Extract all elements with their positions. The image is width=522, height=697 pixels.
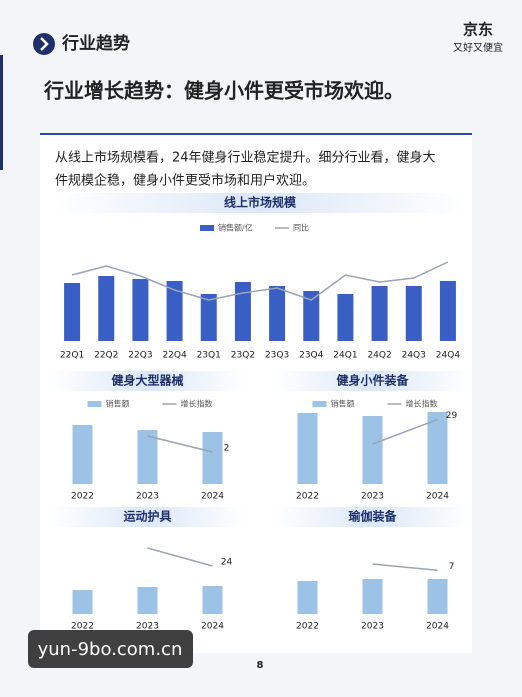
legend-label: 销售额 — [331, 399, 355, 409]
x-tick-label: 2023 — [136, 492, 159, 502]
x-tick-label: 2023 — [136, 622, 159, 632]
legend-swatch — [87, 401, 102, 407]
chart-header — [275, 507, 470, 527]
bar — [269, 286, 286, 341]
side-bar — [0, 55, 3, 170]
x-tick-label: 2022 — [71, 622, 94, 632]
bar — [405, 286, 422, 341]
chart-title: 健身小件装备 — [336, 373, 409, 388]
bar — [166, 281, 183, 341]
chart-header — [50, 371, 245, 391]
x-tick-label: 2023 — [361, 492, 384, 502]
line — [147, 435, 213, 453]
line — [71, 261, 449, 301]
section-label: 行业趋势 — [61, 33, 130, 54]
legend-label: 增长指数 — [406, 399, 438, 409]
bar — [234, 282, 251, 341]
x-tick-label: 24Q3 — [402, 351, 426, 361]
bar — [200, 294, 217, 341]
legend-swatch — [200, 225, 214, 231]
page-number: 8 — [257, 660, 264, 671]
logo: 京东 — [463, 21, 493, 39]
legend-swatch — [312, 401, 327, 407]
legend-label: 销售额 — [106, 399, 130, 409]
section-icon — [33, 33, 55, 55]
line — [372, 563, 438, 571]
x-tick-label: 23Q3 — [265, 351, 289, 361]
bar — [427, 579, 448, 614]
x-tick-label: 2024 — [426, 622, 449, 632]
bar — [362, 579, 383, 614]
bar — [202, 586, 223, 614]
line — [147, 547, 213, 567]
bar — [427, 412, 448, 484]
x-tick-label: 2023 — [361, 622, 384, 632]
chart-title: 运动护具 — [123, 509, 171, 524]
bar — [137, 430, 158, 484]
x-tick-label: 23Q1 — [197, 351, 221, 361]
x-tick-label: 22Q2 — [94, 351, 118, 361]
bar — [64, 283, 81, 341]
x-tick-label: 24Q2 — [367, 351, 391, 361]
bar — [337, 294, 354, 341]
body-line: 从线上市场规模看，24年健身行业稳定提升。细分行业看，健身大 — [55, 150, 436, 166]
chart-title: 线上市场规模 — [224, 195, 297, 210]
bar — [297, 581, 318, 614]
x-tick-label: 23Q2 — [231, 351, 255, 361]
x-tick-label: 24Q1 — [333, 351, 357, 361]
bar — [362, 416, 383, 484]
line — [372, 418, 438, 445]
x-tick-label: 2022 — [296, 492, 319, 502]
x-tick-label: 22Q4 — [162, 351, 187, 361]
x-tick-label: 23Q4 — [299, 351, 324, 361]
data-label: 7 — [449, 562, 455, 572]
bar — [137, 587, 158, 614]
bar — [303, 291, 320, 341]
x-tick-label: 2022 — [71, 492, 94, 502]
legend-label: 销售额/亿 — [218, 223, 253, 233]
chart-header — [55, 193, 465, 213]
card-border — [40, 133, 472, 135]
legend-label: 同比 — [293, 223, 309, 233]
data-label: 29 — [446, 411, 458, 421]
bar — [297, 413, 318, 484]
x-tick-label: 2024 — [201, 492, 224, 502]
watermark-box — [28, 630, 193, 668]
legend-label: 增长指数 — [181, 399, 213, 409]
slogan: 又好又便宜 — [453, 41, 503, 54]
bar — [371, 286, 388, 341]
page-title: 行业增长趋势：健身小件更受市场欢迎。 — [43, 79, 404, 103]
chart-title: 瑜伽装备 — [348, 509, 397, 524]
chart-title: 健身大型器械 — [111, 373, 183, 388]
data-label: 2 — [224, 444, 230, 454]
watermark: yun-9bo.com.cn — [38, 639, 183, 660]
data-label: 24 — [221, 558, 233, 568]
bar — [98, 276, 115, 341]
x-tick-label: 2024 — [201, 622, 224, 632]
bar — [72, 590, 93, 614]
x-tick-label: 2024 — [426, 492, 449, 502]
x-tick-label: 22Q1 — [60, 351, 84, 361]
x-tick-label: 22Q3 — [128, 351, 152, 361]
bar — [72, 425, 93, 484]
chart-header — [275, 371, 470, 391]
x-tick-label: 24Q4 — [436, 351, 461, 361]
bar — [202, 432, 223, 484]
body-line: 件规模企稳，健身小件更受市场和用户欢迎。 — [55, 173, 315, 189]
bar — [132, 279, 149, 341]
bar — [439, 281, 456, 341]
chevron — [40, 37, 49, 51]
chart-header — [50, 507, 245, 527]
x-tick-label: 2022 — [296, 622, 319, 632]
